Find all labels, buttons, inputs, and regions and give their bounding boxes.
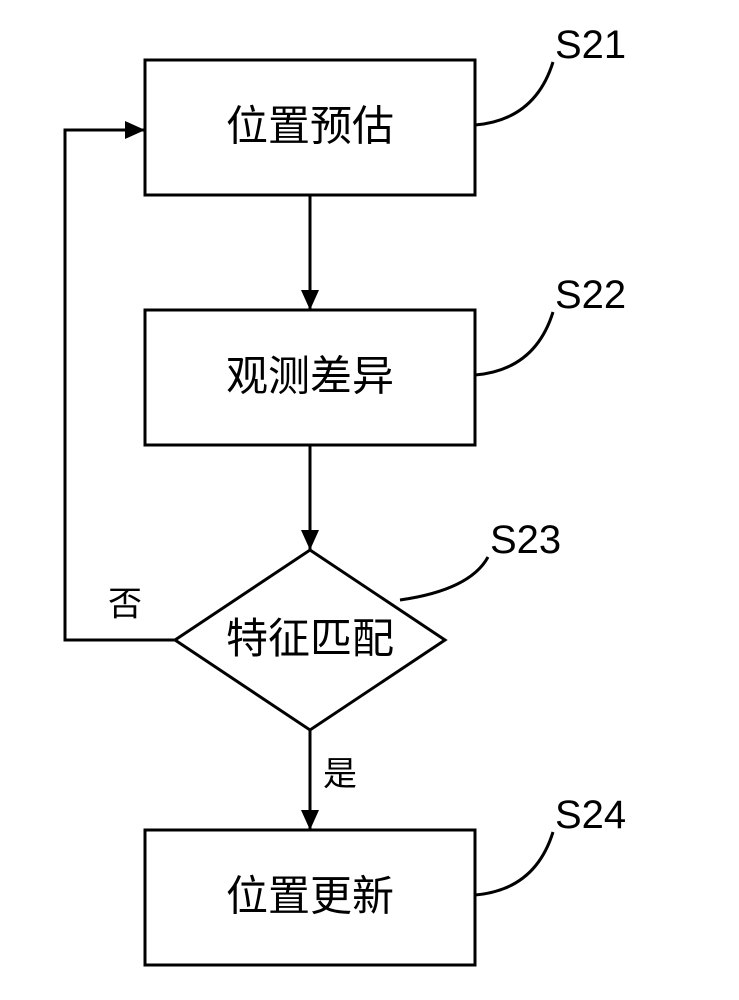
step-tag-s22: S22 [555,273,626,317]
node-label-s22: 观测差异 [226,355,394,401]
node-label-s24: 位置更新 [226,874,394,921]
step-tag-s24: S24 [555,793,626,837]
callout-s22 [475,312,553,375]
node-label-s23: 特征匹配 [226,617,394,663]
edge-label: 是 [323,757,357,794]
edge-label: 否 [108,587,142,624]
callout-s23 [400,557,488,600]
step-tag-s21: S21 [555,23,626,67]
callout-s21 [475,62,553,125]
node-label-s21: 位置预估 [226,104,394,151]
step-tag-s23: S23 [490,518,561,562]
callout-s24 [475,832,553,895]
